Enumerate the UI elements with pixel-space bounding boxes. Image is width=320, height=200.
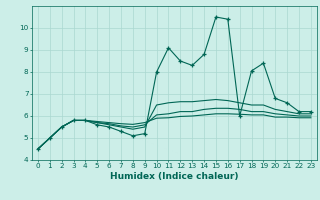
X-axis label: Humidex (Indice chaleur): Humidex (Indice chaleur)	[110, 172, 239, 181]
